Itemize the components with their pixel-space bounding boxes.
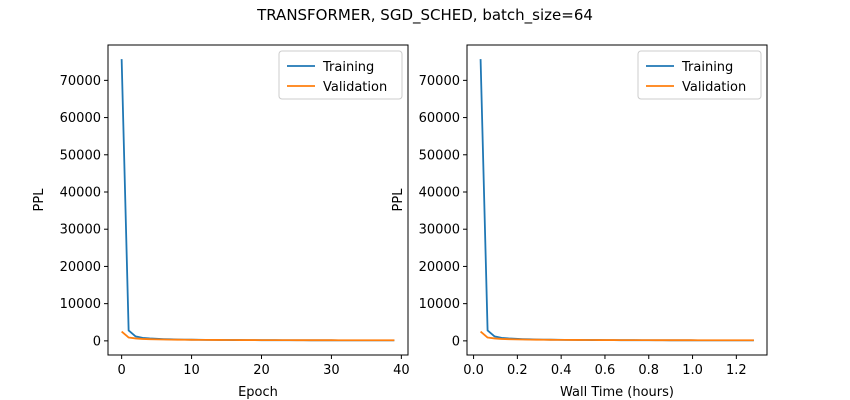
- y-tick-label: 0: [93, 334, 101, 349]
- x-tick-label: 0.4: [551, 363, 572, 378]
- legend-box: [278, 50, 403, 100]
- axes-frame: [107, 44, 409, 356]
- x-tick-label: 40: [393, 363, 410, 378]
- x-tick-label: 1.2: [726, 363, 747, 378]
- y-tick-label: 30000: [419, 223, 460, 238]
- x-tick-label: 0.8: [638, 363, 659, 378]
- x-axis-label: Wall Time (hours): [560, 385, 674, 400]
- y-tick-label: 20000: [60, 260, 101, 275]
- y-tick-label: 70000: [60, 74, 101, 89]
- y-tick-label: 60000: [60, 111, 101, 126]
- legend-label-validation: Validation: [323, 80, 387, 95]
- y-tick-label: 40000: [60, 185, 101, 200]
- legend: Training Validation: [637, 50, 762, 100]
- y-tick-label: 50000: [419, 148, 460, 163]
- epoch-chart: 0 10 20 30 40 0 10000 20000 30000 40000 50000 60000…: [32, 44, 410, 400]
- figure-title: TRANSFORMER, SGD_SCHED, batch_size=64: [256, 6, 593, 25]
- y-axis-label: PPL: [32, 188, 47, 212]
- legend-label-training: Training: [322, 60, 374, 75]
- y-tick-label: 40000: [419, 185, 460, 200]
- series-line-validation: [121, 330, 395, 342]
- y-tick-label: 60000: [419, 111, 460, 126]
- legend-box: [637, 50, 762, 100]
- y-tick-label: 70000: [419, 74, 460, 89]
- axes-frame: [466, 44, 768, 356]
- y-tick-label: 10000: [60, 297, 101, 312]
- legend-label-validation: Validation: [682, 80, 746, 95]
- y-tick-label: 20000: [419, 260, 460, 275]
- x-tick-label: 30: [323, 363, 340, 378]
- y-tick-label: 50000: [60, 148, 101, 163]
- series-line-validation: [479, 330, 754, 342]
- x-tick-label: 0.2: [507, 363, 528, 378]
- y-tick-label: 0: [452, 334, 460, 349]
- x-tick-label: 0: [117, 363, 125, 378]
- x-tick-label: 20: [253, 363, 270, 378]
- x-tick-label: 0.0: [463, 363, 484, 378]
- legend-label-training: Training: [681, 60, 733, 75]
- walltime-chart: 0.0 0.2 0.4 0.6 0.8 1.0 1.2 0 10000 20000 30000 400…: [391, 44, 768, 400]
- x-tick-label: 10: [183, 363, 200, 378]
- legend: Training Validation: [278, 50, 403, 100]
- x-tick-label: 1.0: [682, 363, 703, 378]
- y-tick-label: 30000: [60, 223, 101, 238]
- y-tick-label: 10000: [419, 297, 460, 312]
- y-axis-label: PPL: [391, 188, 406, 212]
- x-tick-label: 0.6: [595, 363, 616, 378]
- x-axis-label: Epoch: [238, 385, 278, 400]
